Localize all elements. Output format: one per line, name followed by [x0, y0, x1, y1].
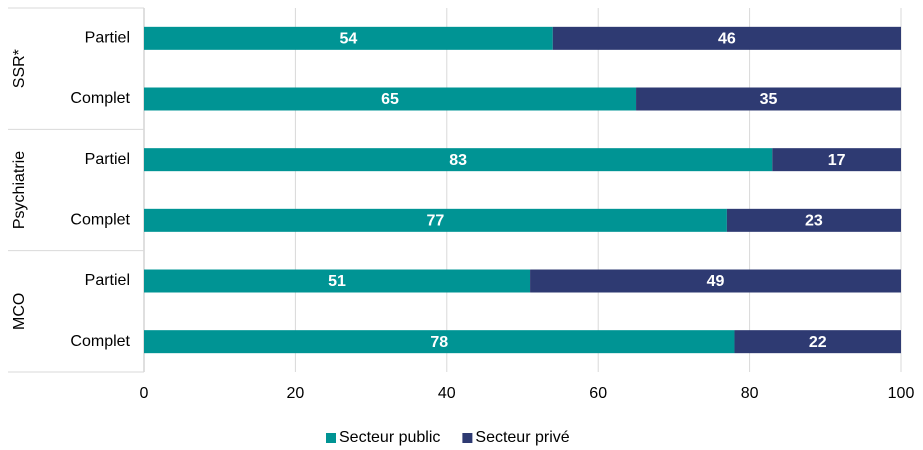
- bar-segment: [144, 26, 553, 50]
- bar-segment: [144, 148, 773, 172]
- legend-label: Secteur public: [339, 429, 440, 446]
- y-tick-label: Complet: [70, 90, 130, 107]
- bar-segment: [552, 26, 901, 50]
- bar-segment: [530, 269, 901, 293]
- data-label: 22: [809, 334, 827, 351]
- bar-segment: [636, 87, 901, 111]
- bar-segment: [144, 87, 637, 111]
- data-label: 78: [430, 334, 448, 351]
- legend-swatch: [462, 433, 473, 443]
- x-tick-label: 0: [140, 385, 149, 402]
- y-tick-label: Complet: [70, 212, 130, 229]
- data-label: 46: [718, 31, 736, 48]
- data-label: 35: [760, 91, 778, 108]
- data-label: 54: [339, 31, 357, 48]
- y-tick-label: Partiel: [85, 30, 130, 47]
- data-label: 17: [828, 152, 846, 169]
- legend-label: Secteur privé: [475, 429, 569, 446]
- data-label: 23: [805, 213, 823, 230]
- bar-segment: [726, 208, 901, 232]
- x-tick-label: 80: [741, 385, 759, 402]
- bar-segment: [144, 208, 727, 232]
- bar-segment: [734, 330, 901, 354]
- x-tick-label: 20: [287, 385, 305, 402]
- data-label: 51: [328, 273, 346, 290]
- y-tick-label: Partiel: [85, 272, 130, 289]
- x-tick-label: 40: [438, 385, 456, 402]
- bar-segment: [144, 330, 735, 354]
- group-label: SSR*: [11, 49, 28, 88]
- legend-swatch: [326, 433, 336, 443]
- bar-segment: [144, 269, 531, 293]
- x-tick-label: 60: [589, 385, 607, 402]
- x-tick-label: 100: [888, 385, 915, 402]
- data-label: 77: [427, 213, 445, 230]
- group-label: MCO: [11, 293, 28, 330]
- bar-segment: [772, 148, 901, 172]
- y-tick-label: Partiel: [85, 151, 130, 168]
- data-label: 49: [707, 273, 725, 290]
- data-label: 65: [381, 91, 399, 108]
- y-tick-label: Complet: [70, 333, 130, 350]
- group-label: Psychiatrie: [11, 151, 28, 229]
- data-label: 83: [449, 152, 467, 169]
